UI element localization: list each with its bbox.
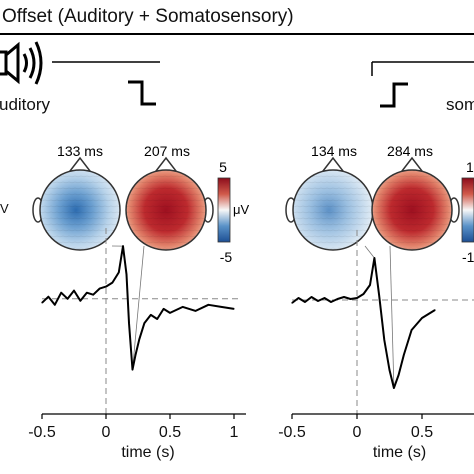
modality-label-auditory: uditory	[0, 95, 51, 114]
colorbar-somatosensory: 1 -1	[461, 159, 474, 265]
waveform-point	[131, 369, 134, 371]
waveform-point	[73, 290, 75, 292]
waveform-point	[99, 288, 101, 290]
waveform-point	[388, 369, 391, 371]
figure-title: Offset (Auditory + Somatosensory)	[2, 6, 294, 27]
waveform-point	[105, 286, 107, 288]
waveform-point	[398, 374, 400, 376]
waveform-point	[47, 296, 50, 298]
waveform-point	[378, 294, 380, 296]
waveform-point	[92, 294, 94, 296]
waveform-point	[323, 297, 326, 299]
latency-label-4: 284 ms	[387, 143, 433, 159]
head-map-134ms	[285, 156, 374, 251]
waveform-point	[163, 308, 165, 310]
waveform-point	[411, 329, 413, 331]
peak-connector	[389, 245, 395, 389]
waveform-point	[111, 281, 113, 284]
waveform-point	[373, 257, 376, 259]
waveform-point	[393, 387, 395, 389]
peak-connector	[364, 245, 375, 259]
colorbar-min-label: -5	[220, 249, 233, 265]
colorbar-max-label: 5	[219, 159, 227, 175]
x-tick-label: 0.5	[411, 424, 433, 441]
waveform-point	[182, 306, 184, 308]
modality-label-somatosensory: som	[446, 95, 474, 114]
erp-waveform	[291, 257, 436, 389]
waveform-point	[41, 302, 43, 304]
waveform-point	[233, 308, 235, 310]
head-map-207ms	[125, 156, 214, 251]
waveform-point	[291, 302, 293, 304]
waveform-point	[356, 297, 358, 299]
waveform-point	[304, 301, 306, 303]
waveform-point	[125, 273, 128, 276]
waveform-point	[383, 339, 385, 341]
x-tick-label: 0	[353, 424, 362, 441]
erp-plot-auditory: -0.5 0 0.5 1 time (s)	[28, 228, 246, 461]
colorbar-max-label: 1	[466, 159, 474, 175]
latency-label-1: 133 ms	[57, 143, 103, 159]
waveform-point	[54, 304, 56, 306]
waveform-point	[169, 312, 171, 314]
waveform-point	[128, 322, 130, 324]
waveform-point	[369, 284, 371, 286]
waveform-point	[207, 304, 209, 306]
erp-plot-somatosensory: -0.5 0 0.5 time (s)	[278, 230, 474, 461]
waveform-point	[195, 310, 197, 312]
x-axis-title: time (s)	[121, 444, 174, 461]
waveform-point	[220, 306, 222, 308]
waveform-point	[86, 292, 88, 294]
colorbar-auditory: 5 μV -5	[217, 159, 249, 265]
colorbar-min-label: -1	[462, 249, 474, 265]
waveform-point	[403, 354, 405, 356]
waveform-point	[143, 322, 145, 324]
waveform-point	[349, 298, 352, 300]
somatosensory-offset-stimulus	[371, 61, 474, 108]
waveform-point	[134, 354, 137, 357]
auditory-offset-stimulus	[52, 61, 160, 106]
waveform-point	[434, 309, 436, 311]
waveform-point	[297, 297, 300, 299]
waveform-point	[156, 318, 158, 320]
waveform-point	[60, 292, 62, 294]
side-unit-label: V	[0, 201, 9, 216]
waveform-point	[330, 301, 332, 303]
latency-label-2: 207 ms	[144, 143, 190, 159]
colorbar-unit-label: μV	[233, 202, 249, 217]
x-tick-label: -0.5	[278, 424, 306, 441]
waveform-point	[427, 313, 430, 315]
latency-label-3: 134 ms	[311, 143, 357, 159]
x-tick-label: 0.5	[159, 424, 181, 441]
waveform-point	[336, 298, 339, 300]
waveform-point	[79, 300, 81, 302]
x-tick-label: -0.5	[28, 424, 56, 441]
peak-connector	[132, 245, 145, 370]
waveform-point	[421, 317, 423, 319]
waveform-point	[67, 298, 69, 300]
x-tick-label: 0	[102, 424, 111, 441]
head-map-133ms	[32, 156, 121, 251]
waveform-point	[138, 338, 140, 340]
waveform-point	[118, 271, 120, 274]
waveform-point	[317, 300, 319, 302]
waveform-point	[310, 296, 313, 298]
speaker-icon	[0, 41, 43, 85]
waveform-point	[122, 245, 124, 247]
x-axis-title: time (s)	[373, 444, 426, 461]
waveform-point	[150, 314, 152, 316]
x-tick-label: 1	[230, 424, 239, 441]
waveform-point	[343, 296, 345, 298]
waveform-point	[362, 293, 365, 295]
head-map-284ms	[371, 156, 460, 251]
